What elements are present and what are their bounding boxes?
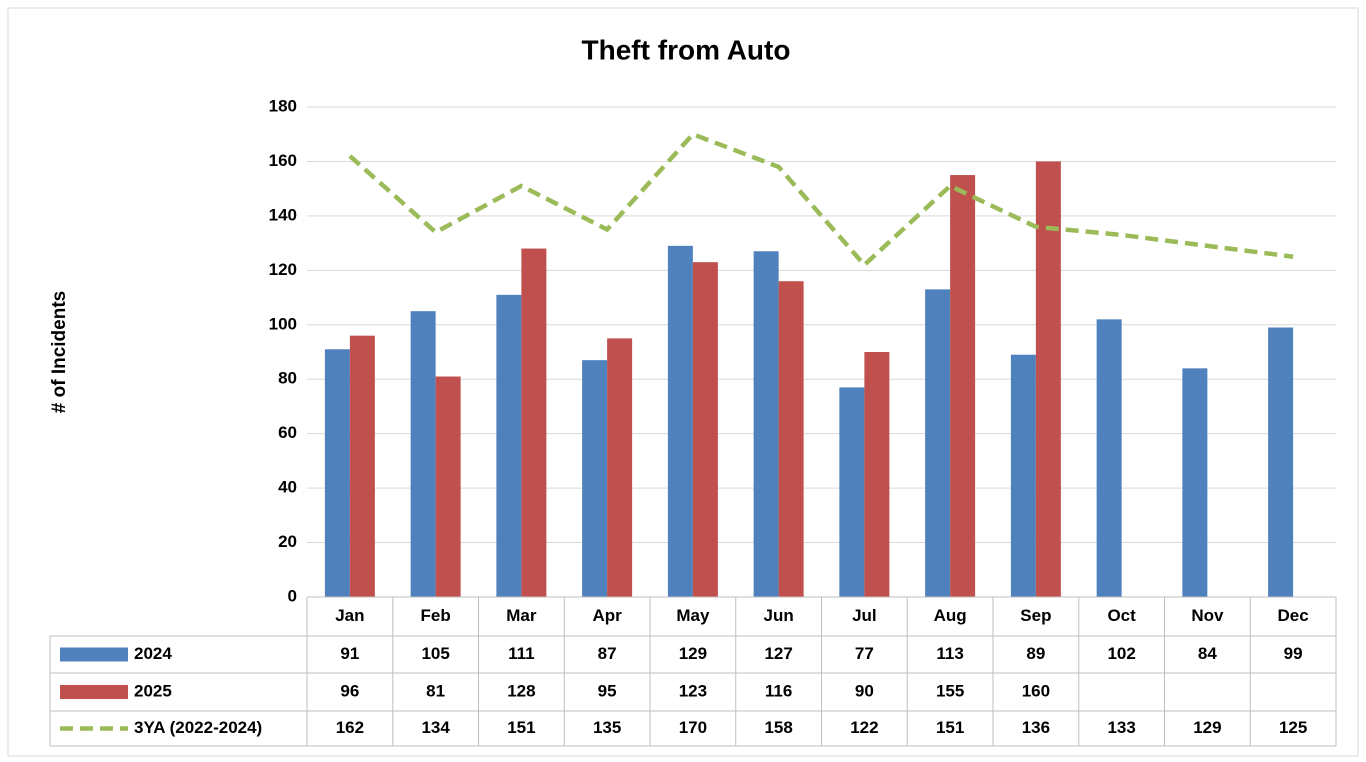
x-tick-label: Apr bbox=[592, 606, 622, 625]
bar bbox=[521, 248, 547, 598]
table-value: 90 bbox=[855, 681, 874, 700]
table-value: 116 bbox=[765, 681, 792, 700]
bar bbox=[864, 352, 890, 597]
table-value: 91 bbox=[340, 644, 359, 663]
x-tick-label: Dec bbox=[1278, 606, 1309, 625]
line-series bbox=[348, 131, 1294, 269]
bar bbox=[410, 311, 436, 597]
table-value: 95 bbox=[598, 681, 617, 700]
y-tick-label: 180 bbox=[269, 96, 297, 115]
y-tick-label: 160 bbox=[269, 151, 297, 170]
y-axis-label: # of Incidents bbox=[49, 291, 70, 413]
table-value: 77 bbox=[855, 644, 874, 663]
bar bbox=[667, 245, 693, 598]
y-tick-label: 40 bbox=[278, 478, 297, 497]
bar bbox=[324, 349, 350, 597]
x-tick-label: Feb bbox=[421, 606, 451, 625]
table-value: 123 bbox=[679, 681, 707, 700]
bar bbox=[1010, 354, 1036, 597]
table-value: 158 bbox=[764, 718, 792, 737]
y-tick-label: 0 bbox=[288, 586, 297, 605]
table-value: 170 bbox=[679, 718, 707, 737]
table-value: 113 bbox=[936, 644, 963, 663]
y-tick-label: 100 bbox=[269, 314, 297, 333]
table-value: 125 bbox=[1279, 718, 1307, 737]
table-value: 128 bbox=[507, 681, 535, 700]
table-value: 162 bbox=[336, 718, 364, 737]
legend-label: 2025 bbox=[134, 681, 172, 700]
table-value: 129 bbox=[1193, 718, 1221, 737]
x-tick-label: Jan bbox=[335, 606, 364, 625]
table-value: 136 bbox=[1022, 718, 1050, 737]
table-value: 96 bbox=[340, 681, 359, 700]
x-tick-label: Oct bbox=[1107, 606, 1136, 625]
bar bbox=[349, 335, 375, 597]
bar bbox=[607, 338, 633, 597]
bar bbox=[778, 281, 804, 597]
y-tick-label: 60 bbox=[278, 423, 297, 442]
bar bbox=[1182, 368, 1208, 597]
table-value: 122 bbox=[850, 718, 878, 737]
x-tick-label: Sep bbox=[1020, 606, 1051, 625]
table-value: 89 bbox=[1026, 644, 1045, 663]
table-value: 133 bbox=[1107, 718, 1135, 737]
bar bbox=[753, 251, 779, 597]
table-value: 105 bbox=[421, 644, 449, 663]
table-value: 129 bbox=[679, 644, 707, 663]
table-value: 102 bbox=[1107, 644, 1135, 663]
table-value: 111 bbox=[508, 644, 535, 663]
table-value: 84 bbox=[1198, 644, 1217, 663]
table-value: 134 bbox=[421, 718, 450, 737]
y-tick-label: 120 bbox=[269, 260, 297, 279]
table-value: 151 bbox=[936, 718, 964, 737]
chart-title: Theft from Auto bbox=[582, 34, 791, 65]
bar bbox=[1268, 327, 1294, 597]
y-tick-label: 140 bbox=[269, 205, 297, 224]
x-tick-label: May bbox=[676, 606, 710, 625]
x-tick-label: Nov bbox=[1191, 606, 1224, 625]
bar bbox=[692, 262, 718, 597]
legend-key bbox=[60, 647, 128, 662]
bar bbox=[1096, 319, 1122, 597]
bar bbox=[582, 360, 608, 597]
bar bbox=[1035, 161, 1061, 597]
table-value: 151 bbox=[507, 718, 535, 737]
table-value: 81 bbox=[426, 681, 445, 700]
legend-label: 2024 bbox=[134, 644, 172, 663]
x-tick-label: Aug bbox=[934, 606, 967, 625]
y-tick-label: 80 bbox=[278, 369, 297, 388]
bar bbox=[925, 289, 951, 597]
y-tick-label: 20 bbox=[278, 532, 297, 551]
table-value: 87 bbox=[598, 644, 617, 663]
table-value: 160 bbox=[1022, 681, 1050, 700]
x-tick-label: Jun bbox=[764, 606, 794, 625]
bar bbox=[839, 387, 865, 597]
table-value: 135 bbox=[593, 718, 621, 737]
bar bbox=[950, 175, 976, 598]
x-tick-label: Mar bbox=[506, 606, 537, 625]
legend-label: 3YA (2022-2024) bbox=[134, 718, 262, 737]
x-tick-label: Jul bbox=[852, 606, 877, 625]
table-value: 155 bbox=[936, 681, 964, 700]
legend-key bbox=[60, 685, 128, 699]
table-value: 127 bbox=[764, 644, 792, 663]
bar bbox=[496, 294, 522, 597]
bar bbox=[435, 376, 461, 597]
table-value: 99 bbox=[1284, 644, 1303, 663]
